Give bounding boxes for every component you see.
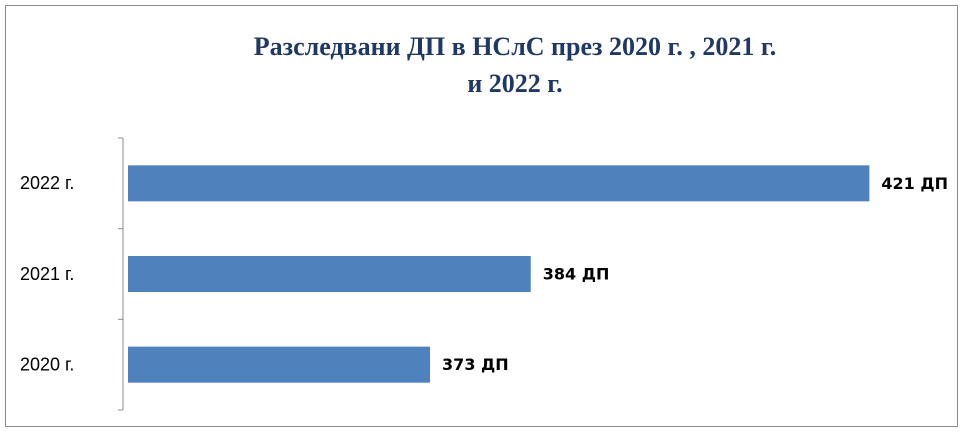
bar — [128, 256, 531, 292]
value-label: 421 ДП — [881, 174, 948, 193]
bar — [128, 346, 431, 383]
y-tick-label: 2020 г. — [20, 354, 74, 374]
value-label: 373 ДП — [442, 355, 509, 374]
y-tick-label: 2022 г. — [20, 173, 74, 193]
value-label: 384 ДП — [543, 265, 610, 284]
y-tick-label: 2021 г. — [20, 264, 74, 284]
chart-title: и 2022 г. — [467, 69, 562, 98]
bar — [128, 165, 870, 202]
chart-title: Разследвани ДП в НСлС през 2020 г. , 202… — [254, 32, 777, 61]
